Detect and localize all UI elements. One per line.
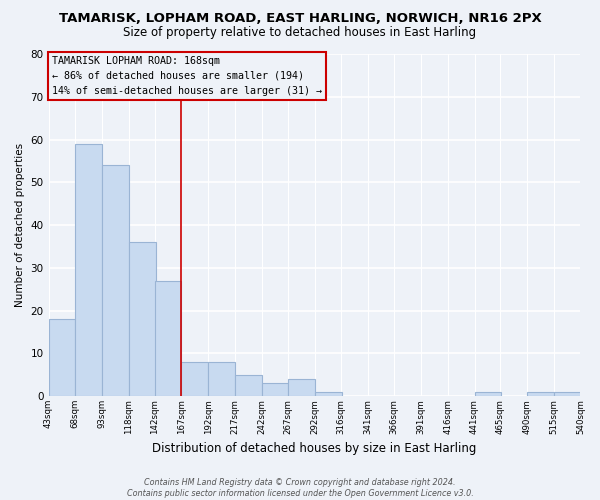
Bar	[102, 165, 129, 396]
Bar	[49, 319, 76, 396]
Text: TAMARISK, LOPHAM ROAD, EAST HARLING, NORWICH, NR16 2PX: TAMARISK, LOPHAM ROAD, EAST HARLING, NOR…	[59, 12, 541, 26]
Bar	[262, 383, 288, 396]
Bar	[208, 362, 235, 396]
Bar	[315, 392, 342, 396]
Bar	[76, 144, 102, 396]
Bar	[527, 392, 554, 396]
Y-axis label: Number of detached properties: Number of detached properties	[15, 143, 25, 307]
Bar	[155, 280, 181, 396]
Bar	[181, 362, 208, 396]
Text: Contains HM Land Registry data © Crown copyright and database right 2024.
Contai: Contains HM Land Registry data © Crown c…	[127, 478, 473, 498]
Bar	[129, 242, 155, 396]
Bar	[235, 374, 262, 396]
X-axis label: Distribution of detached houses by size in East Harling: Distribution of detached houses by size …	[152, 442, 477, 455]
Bar	[288, 379, 315, 396]
Bar	[475, 392, 501, 396]
Bar	[554, 392, 581, 396]
Text: Size of property relative to detached houses in East Harling: Size of property relative to detached ho…	[124, 26, 476, 39]
Text: TAMARISK LOPHAM ROAD: 168sqm
← 86% of detached houses are smaller (194)
14% of s: TAMARISK LOPHAM ROAD: 168sqm ← 86% of de…	[52, 56, 322, 96]
